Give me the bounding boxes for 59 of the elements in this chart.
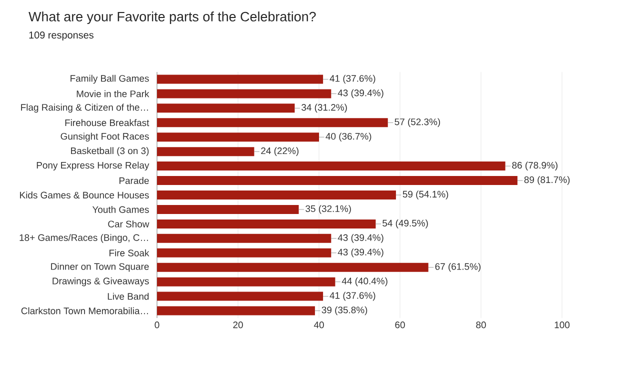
y-tick-label: Drawings & Giveaways xyxy=(52,277,149,286)
data-label: 41 (37.6%) xyxy=(330,292,376,301)
bar xyxy=(157,262,428,272)
y-tick-label: Kids Games & Bounce Houses xyxy=(20,192,149,198)
y-tick-label: Firehouse Breakfast xyxy=(65,119,150,126)
y-tick-label: Gunsight Foot Races xyxy=(60,132,149,142)
y-tick-label: Fire Soak xyxy=(110,249,150,256)
data-label: 35 (32.1%) xyxy=(306,205,351,214)
data-label: 44 (40.4%) xyxy=(342,277,388,286)
y-tick-label: Family Ball Games xyxy=(70,74,149,84)
data-label: 43 (39.4%) xyxy=(338,89,384,98)
bar xyxy=(157,234,332,243)
data-label: 43 (39.4%) xyxy=(338,248,384,258)
x-tick-label: 80 xyxy=(476,322,486,328)
bar xyxy=(157,162,506,171)
x-tick-label: 100 xyxy=(554,322,570,328)
bar xyxy=(157,190,396,200)
data-label: 57 (52.3%) xyxy=(394,118,440,128)
chart-title: What are your Favorite parts of the Celebration? xyxy=(28,12,316,24)
bar xyxy=(157,204,299,214)
bar xyxy=(157,248,332,258)
y-tick-label: Movie in the Park xyxy=(76,90,150,98)
data-label: 59 (54.1%) xyxy=(402,190,448,200)
y-tick-label: Clarkston Town Memorabilia… xyxy=(21,307,148,314)
bar xyxy=(157,74,324,84)
data-label: 40 (36.7%) xyxy=(326,132,372,142)
y-tick-label: Youth Games xyxy=(92,206,149,213)
bar xyxy=(157,147,254,156)
bar xyxy=(157,306,315,316)
data-label: 89 (81.7%) xyxy=(524,176,570,185)
bar xyxy=(157,176,518,186)
x-tick-label: 60 xyxy=(395,322,405,328)
y-tick-label: Dinner on Town Square xyxy=(51,262,149,272)
bar xyxy=(157,277,336,286)
data-label: 41 (37.6%) xyxy=(330,74,376,84)
text: 109 responses xyxy=(29,32,94,41)
data-label: 39 (35.8%) xyxy=(322,306,368,316)
y-tick-label: 18+ Games/Races (Bingo, C… xyxy=(20,234,148,243)
x-tick-label: 0 xyxy=(154,322,160,328)
data-label: 24 (22%) xyxy=(261,147,298,156)
data-label: 43 (39.4%) xyxy=(338,234,384,243)
x-tick-label: 40 xyxy=(314,322,324,328)
y-tick-label: Car Show xyxy=(108,220,150,228)
x-tick-label: 20 xyxy=(233,322,243,328)
y-tick-label: Flag Raising & Citizen of the… xyxy=(21,104,148,113)
data-label: 67 (61.5%) xyxy=(435,262,481,272)
bar xyxy=(157,292,324,301)
data-label: 86 (78.9%) xyxy=(512,162,558,170)
bar xyxy=(157,219,376,228)
bar xyxy=(157,104,295,113)
y-tick-label: Parade xyxy=(119,177,149,184)
y-tick-label: Basketball (3 on 3) xyxy=(71,147,149,156)
data-label: 34 (31.2%) xyxy=(302,104,347,113)
y-tick-label: Pony Express Horse Relay xyxy=(36,162,150,170)
data-label: 54 (49.5%) xyxy=(382,220,428,228)
bar xyxy=(157,132,320,142)
bar xyxy=(157,89,332,98)
y-tick-label: Live Band xyxy=(108,292,149,300)
bar xyxy=(157,118,388,128)
